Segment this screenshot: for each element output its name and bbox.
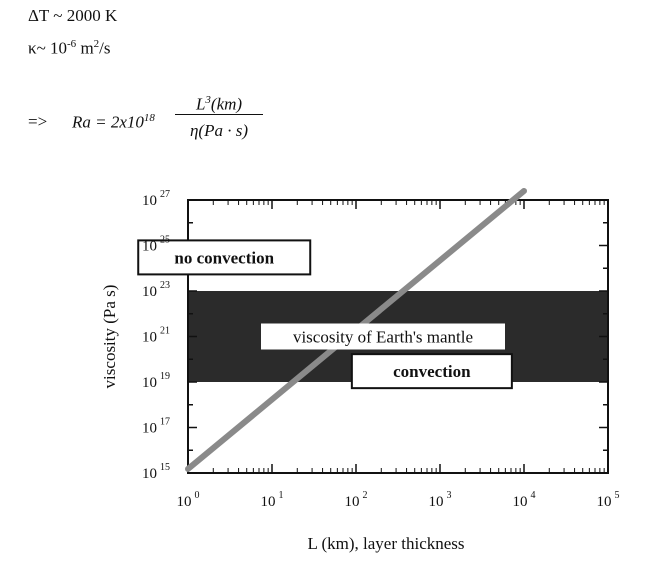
- kappa-unit-exponent: 2: [93, 38, 100, 50]
- mantle-band-label-box: [261, 323, 505, 350]
- formula-fraction: L3(km) η(Pa · s): [175, 88, 263, 143]
- x-tick-label-base: 10: [261, 494, 276, 510]
- kappa-base: κ~ 10: [28, 38, 68, 58]
- y-tick-label-exp: 19: [160, 371, 170, 382]
- x-tick-label-exp: 1: [279, 490, 284, 501]
- convection-annotation-box: [350, 353, 513, 390]
- x-tick-label-exp: 5: [615, 490, 620, 501]
- x-axis-label: L (km), layer thickness: [307, 534, 464, 553]
- y-tick-label: 10 27: [142, 189, 170, 209]
- x-tick-label: 10 3: [429, 490, 452, 510]
- delta-t-line: ΔT ~ 2000 K: [28, 6, 117, 26]
- formula-num-exponent: 3: [205, 94, 211, 106]
- x-tick-label: 10 1: [261, 490, 284, 510]
- no-convection-annotation: no convection: [174, 248, 274, 267]
- x-tick-label-base: 10: [177, 494, 192, 510]
- formula-denominator: η(Pa · s): [189, 121, 248, 140]
- x-tick-label-base: 10: [513, 494, 528, 510]
- implies-arrow: =>: [28, 112, 48, 131]
- y-tick-label-exp: 17: [160, 417, 170, 428]
- x-tick-label-base: 10: [429, 494, 444, 510]
- y-tick-label-base: 10: [142, 284, 157, 300]
- x-tick-label: 10 2: [345, 490, 368, 510]
- y-tick-label-base: 10: [142, 421, 157, 437]
- x-tick-label-exp: 2: [363, 490, 368, 501]
- y-tick-label-exp: 23: [160, 280, 170, 291]
- x-tick-label-exp: 3: [447, 490, 452, 501]
- formula-num-a: L: [195, 94, 206, 114]
- y-tick-label-base: 10: [142, 239, 157, 255]
- y-tick-label-exp: 27: [160, 189, 170, 200]
- convection-annotation: convection: [393, 362, 471, 381]
- x-tick-label: 10 4: [513, 490, 536, 510]
- formula-lhs-text: Ra = 2x10: [72, 112, 144, 132]
- y-tick-label-base: 10: [142, 375, 157, 391]
- mantle-band-label: viscosity of Earth's mantle: [293, 328, 473, 347]
- x-tick-label: 10 5: [597, 490, 620, 510]
- formula-lhs: Ra = 2x1018: [72, 112, 155, 133]
- kappa-unit-tail: /s: [99, 38, 111, 58]
- y-tick-label-base: 10: [142, 193, 157, 209]
- kappa-exponent: -6: [67, 38, 77, 50]
- no-convection-annotation-box: [137, 239, 312, 276]
- y-tick-label: 10 19: [142, 371, 170, 391]
- y-tick-label: 10 17: [142, 417, 170, 437]
- y-tick-label: 10 23: [142, 280, 170, 300]
- y-tick-label: 10 15: [142, 462, 170, 482]
- kappa-unit: m: [76, 38, 94, 58]
- x-tick-label: 10 0: [177, 490, 200, 510]
- x-tick-label-base: 10: [597, 494, 612, 510]
- y-tick-label-base: 10: [142, 466, 157, 482]
- y-tick-label-exp: 15: [160, 462, 170, 473]
- y-tick-label: 10 21: [142, 326, 170, 346]
- x-tick-label-exp: 4: [531, 490, 536, 501]
- formula-num-b: (km): [210, 94, 243, 114]
- kappa-line: κ~ 10-6 m2/s: [28, 38, 111, 59]
- formula-numerator: L3(km): [175, 88, 263, 114]
- delta-t-text: ΔT ~ 2000 K: [28, 6, 118, 25]
- y-tick-label-base: 10: [142, 330, 157, 346]
- y-tick-label-exp: 21: [160, 326, 170, 337]
- y-axis-label: viscosity (Pa s): [100, 285, 119, 389]
- fraction-bar: [175, 114, 263, 115]
- x-tick-label-exp: 0: [195, 490, 200, 501]
- y-tick-label-exp: 25: [160, 235, 170, 246]
- y-tick-label: 10 25: [142, 235, 170, 255]
- x-tick-label-base: 10: [345, 494, 360, 510]
- formula-lhs-exponent: 18: [143, 112, 155, 124]
